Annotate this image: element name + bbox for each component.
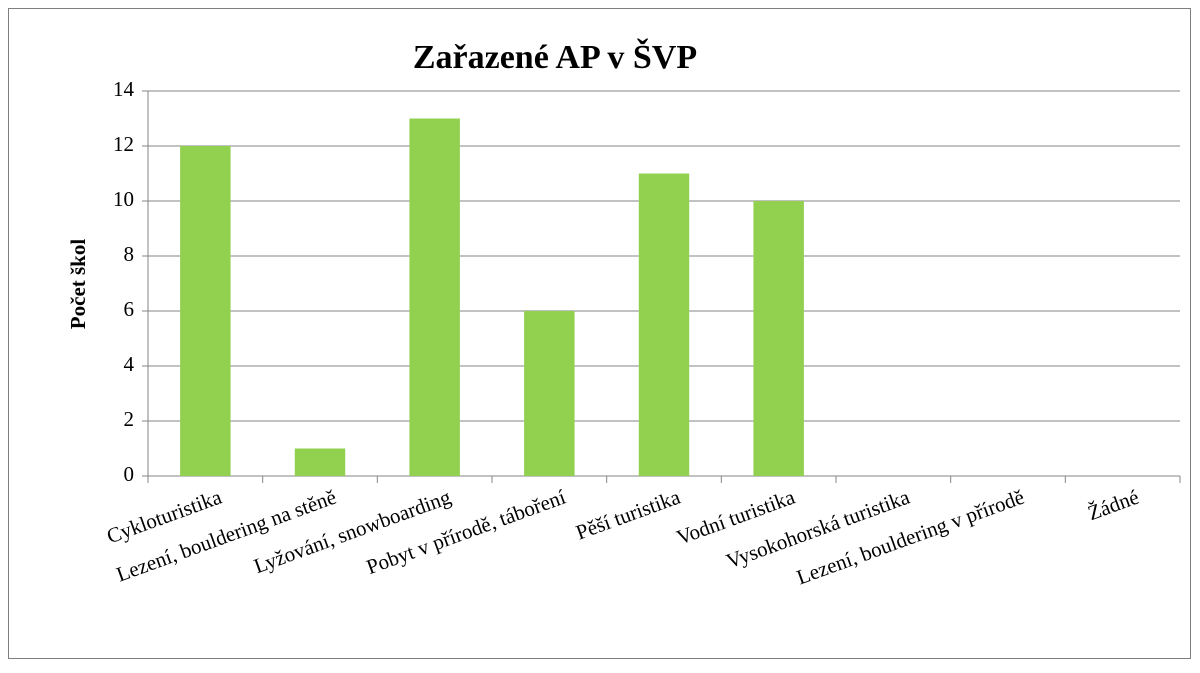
bar <box>180 146 231 476</box>
y-tick-label: 12 <box>113 132 134 156</box>
bar <box>294 448 346 476</box>
chart-title: Zařazené AP v ŠVP <box>413 38 697 76</box>
y-tick-label: 4 <box>124 352 135 376</box>
y-tick-label: 2 <box>124 407 135 431</box>
bar <box>524 311 575 476</box>
y-axis-label: Počet škol <box>66 239 90 330</box>
y-tick-label: 14 <box>113 77 135 101</box>
y-tick-label: 8 <box>124 242 135 266</box>
y-tick-label: 0 <box>124 462 135 486</box>
bar <box>753 201 804 476</box>
y-tick-label: 10 <box>113 187 134 211</box>
bar <box>638 173 690 476</box>
bar <box>409 118 460 476</box>
y-tick-label: 6 <box>124 297 135 321</box>
